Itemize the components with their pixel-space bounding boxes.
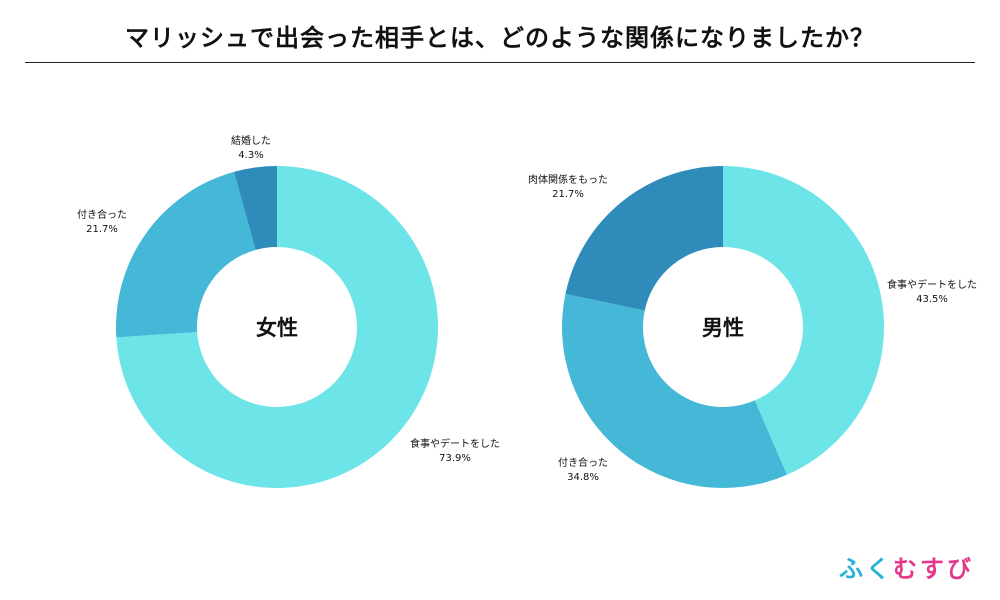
slice-value: 34.8% <box>567 472 599 483</box>
male-slice-2 <box>565 166 723 311</box>
slice-value: 21.7% <box>552 189 584 200</box>
logo-char: す <box>920 555 947 583</box>
logo-char: く <box>866 555 893 583</box>
brand-logo: ふくむすび <box>839 549 974 584</box>
center-label: 男性 <box>702 316 744 340</box>
slice-label: 食事やデートをした <box>410 437 500 450</box>
male-slice-0 <box>722 166 884 475</box>
female-slice-2 <box>233 166 277 250</box>
slice-value: 43.5% <box>916 294 948 305</box>
donut-female: 食事やデートをした 73.9% 付き合った 21.7% 結婚した 4.3% 女性 <box>77 134 500 489</box>
slice-label: 肉体関係をもった <box>528 173 608 186</box>
slice-value: 73.9% <box>439 453 471 464</box>
slice-label: 付き合った <box>558 456 608 469</box>
slice-label: 付き合った <box>77 208 127 221</box>
title-divider <box>25 62 975 63</box>
logo-char: び <box>947 555 974 583</box>
logo-char: ふ <box>839 555 866 583</box>
slice-value: 21.7% <box>86 224 118 235</box>
logo-char: む <box>893 555 920 583</box>
donut-male: 食事やデートをした 43.5% 付き合った 34.8% 肉体関係をもった 21.7% 男性 <box>528 166 977 488</box>
slice-value: 4.3% <box>238 150 263 161</box>
page-title: マリッシュで出会った相手とは、どのような関係になりましたか？ <box>125 24 875 52</box>
center-label: 女性 <box>256 316 298 340</box>
slice-label: 結婚した <box>231 134 271 147</box>
female-slice-1 <box>116 171 256 338</box>
male-slice-1 <box>562 293 787 488</box>
female-slice-0 <box>116 166 438 489</box>
slice-label: 食事やデートをした <box>887 278 977 291</box>
